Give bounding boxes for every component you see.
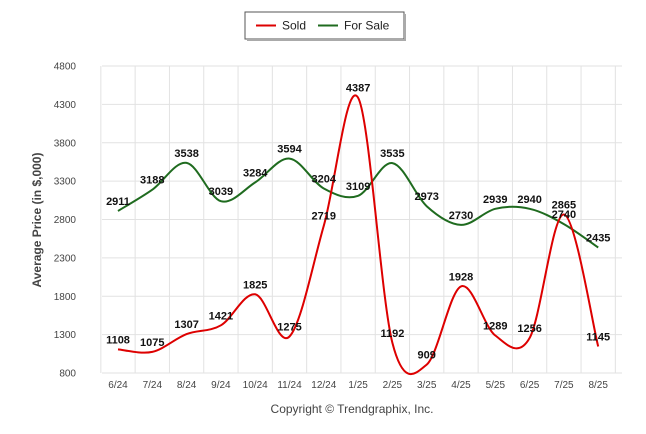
series-line-for-sale (117, 157, 599, 249)
data-label-for-sale: 3204 (312, 173, 337, 185)
x-tick-label: 6/25 (520, 380, 540, 391)
data-label-sold: 1256 (517, 323, 541, 335)
y-tick-label: 3800 (54, 138, 77, 149)
data-label-for-sale: 2973 (414, 191, 438, 203)
series-lines (117, 94, 600, 376)
copyright-text: Copyright © Trendgraphix, Inc. (271, 402, 434, 416)
data-label-for-sale: 3284 (243, 167, 268, 179)
x-tick-label: 7/24 (143, 380, 163, 391)
data-label-sold: 1289 (483, 320, 507, 332)
data-label-sold: 1825 (243, 279, 267, 291)
x-tick-label: 12/24 (311, 380, 336, 391)
legend-label-sold: Sold (282, 19, 306, 33)
data-label-sold: 2865 (552, 200, 576, 212)
y-tick-label: 4800 (54, 62, 77, 73)
data-label-sold: 1192 (380, 328, 404, 340)
data-label-for-sale: 3538 (174, 148, 198, 160)
data-label-sold: 1108 (106, 334, 130, 346)
data-label-sold: 1275 (277, 322, 301, 334)
y-tick-label: 4300 (54, 100, 77, 111)
data-label-for-sale: 3594 (277, 144, 302, 156)
legend-label-for-sale: For Sale (344, 19, 390, 33)
data-label-for-sale: 2435 (586, 233, 610, 245)
data-label-for-sale: 2740 (552, 209, 576, 221)
data-label-for-sale: 2911 (106, 196, 130, 208)
x-tick-label: 11/24 (277, 380, 302, 391)
data-label-sold: 1421 (209, 310, 233, 322)
series-line-sold (117, 94, 600, 376)
y-tick-label: 800 (59, 369, 76, 380)
data-label-for-sale: 2730 (449, 210, 473, 222)
data-label-sold: 4387 (346, 83, 370, 95)
x-tick-label: 5/25 (486, 380, 506, 391)
data-label-sold: 1145 (586, 332, 610, 344)
data-label-sold: 1307 (174, 319, 198, 331)
legend: Sold For Sale (244, 11, 406, 41)
y-axis-ticks: 800 1300 1800 2300 2800 3300 3800 4300 4800 (54, 62, 77, 380)
x-axis-ticks: 6/24 7/24 8/24 9/24 10/24 11/24 12/24 1/25 2/25 3… (108, 380, 608, 391)
x-tick-label: 1/25 (348, 380, 368, 391)
y-tick-label: 1300 (54, 330, 77, 341)
y-tick-label: 3300 (54, 177, 77, 188)
data-label-for-sale: 3039 (209, 186, 233, 198)
data-label-for-sale: 2939 (483, 194, 507, 206)
data-label-for-sale: 2940 (517, 194, 541, 206)
x-tick-label: 10/24 (243, 380, 268, 391)
data-label-for-sale: 3188 (140, 175, 164, 187)
x-tick-label: 3/25 (417, 380, 437, 391)
x-tick-label: 7/25 (554, 380, 574, 391)
y-tick-label: 2800 (54, 215, 77, 226)
data-label-for-sale: 3535 (380, 148, 404, 160)
x-tick-label: 9/24 (211, 380, 231, 391)
data-label-sold: 1075 (140, 337, 164, 349)
y-axis-label: Average Price (in $,000) (30, 153, 44, 288)
data-labels: 1108 1075 1307 1421 1825 1275 2719 4387 1192 909 1… (106, 83, 610, 362)
data-label-for-sale: 3109 (346, 181, 370, 193)
legend-shadow (404, 14, 406, 41)
y-tick-label: 1800 (54, 292, 77, 303)
data-label-sold: 909 (418, 350, 436, 362)
data-label-sold: 1928 (449, 271, 473, 283)
x-tick-label: 8/24 (177, 380, 197, 391)
data-label-sold: 2719 (312, 211, 336, 223)
y-tick-label: 2300 (54, 253, 77, 264)
x-tick-label: 6/24 (108, 380, 128, 391)
legend-shadow-bottom (247, 39, 406, 41)
x-tick-label: 4/25 (451, 380, 471, 391)
x-tick-label: 8/25 (588, 380, 608, 391)
x-tick-label: 2/25 (383, 380, 403, 391)
